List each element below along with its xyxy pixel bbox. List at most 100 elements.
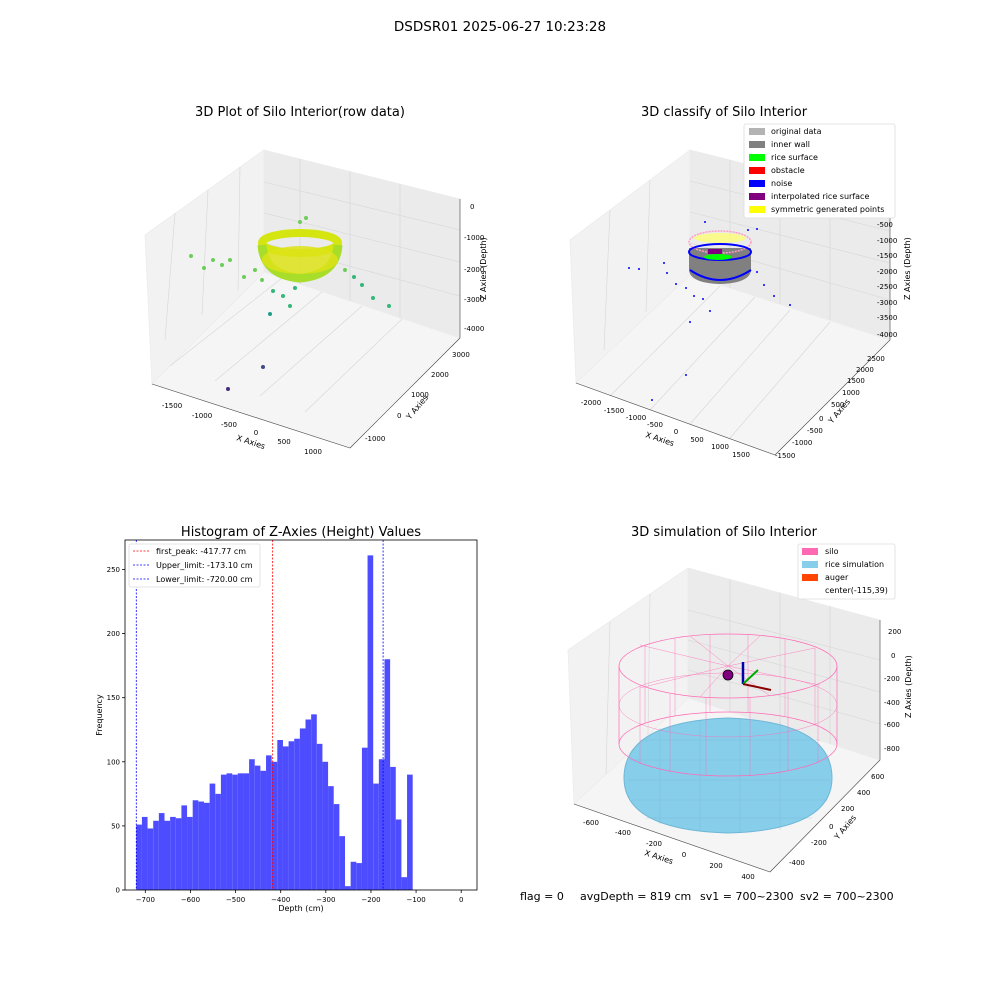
hist-bar: [378, 759, 385, 890]
hist-bar: [220, 774, 227, 890]
hist-bar: [136, 824, 142, 890]
raw-point: [293, 286, 297, 290]
raw-point: [226, 387, 230, 391]
hist-bar: [249, 759, 255, 890]
hist-bar: [203, 802, 210, 890]
raw-point: [253, 268, 257, 272]
classify-xtick-label: 0: [674, 428, 678, 436]
hist-bar: [311, 714, 317, 890]
hist-bar: [232, 774, 238, 890]
sim-legend-swatch-rice: [802, 561, 818, 568]
hist-bar: [328, 786, 334, 890]
raw-point: [304, 216, 308, 220]
hist-bar: [395, 819, 402, 890]
sim-zlabel: Z Axies (Depth): [904, 655, 913, 718]
classify-legend-swatch-original: [749, 128, 765, 135]
figure-suptitle: DSDSR01 2025-06-27 10:23:28: [394, 19, 606, 35]
hist-bar: [294, 738, 300, 890]
sim-ytick-label: -200: [811, 839, 827, 847]
footer-avg-depth: avgDepth = 819 cm: [580, 890, 691, 903]
classify-legend-swatch-noise: [749, 180, 765, 187]
classify-ytick-label: -500: [807, 427, 823, 435]
hist-bar: [175, 818, 182, 890]
sim-xtick-label: -200: [646, 840, 662, 848]
sim-rice-mesh: [628, 718, 830, 833]
raw-point: [371, 296, 375, 300]
raw-point: [242, 275, 246, 279]
classify-legend-label: interpolated rice surface: [771, 192, 869, 201]
hist-xtick-label: −400: [271, 896, 290, 904]
sim-ztick-label: 200: [888, 628, 901, 636]
raw-point: [360, 283, 364, 287]
classify-z-ticks: -500 -1000 -1500 -2000 -2500 -3000 -3500…: [877, 221, 897, 339]
classify-xtick-label: 1000: [711, 443, 729, 451]
sim-auger: [722, 662, 772, 691]
classify-ztick-label: -1500: [877, 252, 897, 260]
hist-ytick-label: 50: [111, 822, 120, 830]
raw-ztick-label: 0: [470, 203, 474, 211]
sim-auger-y-axis: [742, 669, 759, 685]
raw-xtick-label: 0: [254, 429, 258, 437]
classify-legend-label: rice surface: [771, 153, 818, 162]
hist-bar: [316, 743, 323, 890]
hist-bar: [198, 801, 204, 890]
raw-point: [189, 254, 193, 258]
hist-xtick-label: −700: [136, 896, 155, 904]
raw-xtick-label: -500: [221, 421, 237, 429]
panel-raw-data: 3D Plot of Silo Interior(row data) -1500…: [144, 105, 488, 456]
classify-noise-point: [789, 304, 791, 306]
sim-xtick-label: 400: [741, 873, 754, 881]
sim-xtick-label: -400: [615, 829, 631, 837]
hist-bar: [288, 741, 295, 890]
hist-xtick-label: −500: [226, 896, 245, 904]
classify-legend-label: original data: [771, 127, 822, 136]
raw-point: [298, 220, 302, 224]
hist-bar: [367, 555, 374, 890]
hist-xtick-label: −300: [316, 896, 335, 904]
classify-noise-point: [693, 295, 695, 297]
sim-ytick-label: 400: [857, 789, 870, 797]
raw-ytick-label: -1000: [365, 435, 385, 443]
sim-auger-x-axis: [742, 683, 772, 691]
raw-axes-box: [144, 149, 461, 449]
classify-noise-point: [663, 262, 665, 264]
sim-z-ticks: 200 0 -200 -400 -600 -800: [884, 628, 901, 753]
hist-xtick-label: −100: [406, 896, 425, 904]
classify-ytick-label: -1000: [792, 439, 812, 447]
classify-noise-point: [651, 399, 653, 401]
hist-bar: [266, 755, 272, 890]
raw-point: [288, 304, 292, 308]
classify-noise-band: [689, 269, 752, 281]
hist-bar: [384, 659, 391, 890]
classify-legend-label: noise: [771, 179, 792, 188]
panel-histogram: Histogram of Z-Axies (Height) Values −70…: [95, 525, 478, 913]
sim-legend-label: rice simulation: [825, 560, 884, 569]
hist-bar: [187, 816, 193, 890]
raw-z-ticks: 0 -1000 -2000 -3000 -4000: [464, 203, 484, 333]
classify-wall-mid: [688, 243, 752, 261]
raw-point: [202, 266, 206, 270]
classify-legend-swatch-obstacle: [749, 167, 765, 174]
hist-xtick-label: 0: [459, 896, 463, 904]
hist-ytick-label: 0: [116, 887, 120, 895]
classify-ytick-label: 2000: [856, 366, 874, 374]
raw-ytick-label: 2000: [431, 371, 449, 379]
classify-legend: original data inner wall rice surface ob…: [743, 123, 896, 219]
footer-sv2: sv2 = 700~2300: [800, 890, 894, 903]
hist-ytick-label: 100: [107, 758, 120, 766]
classify-xlabel: X Axies: [644, 430, 675, 448]
sim-legend-frame: [797, 543, 896, 600]
hist-ytick-label: 200: [107, 630, 120, 638]
raw-point: [387, 304, 391, 308]
sim-ztick-label: -800: [884, 745, 900, 753]
classify-axis-lines: [575, 200, 891, 456]
classify-noise-point: [756, 228, 758, 230]
hist-bar: [339, 836, 345, 890]
classify-ztick-label: -3500: [877, 314, 897, 322]
sim-legend-label: center(-115,39): [825, 586, 888, 595]
hist-ytick-label: 150: [107, 694, 120, 702]
sim-legend-swatch-silo: [802, 548, 818, 555]
classify-points: [628, 221, 791, 401]
classify-ztick-label: -2500: [877, 283, 897, 291]
